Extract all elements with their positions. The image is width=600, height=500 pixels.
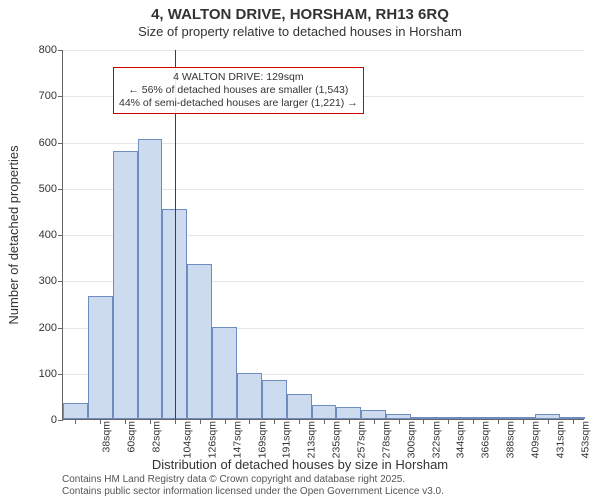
x-tick-label: 388sqm (505, 421, 517, 458)
x-axis-label: Distribution of detached houses by size … (0, 457, 600, 472)
x-tick-mark (324, 419, 325, 424)
chart-subtitle: Size of property relative to detached ho… (0, 24, 600, 39)
x-tick-mark (274, 419, 275, 424)
annotation-line: 4 WALTON DRIVE: 129sqm (119, 71, 358, 84)
y-tick-mark (58, 420, 63, 421)
x-tick-label: 300sqm (405, 421, 417, 458)
x-tick-label: 147sqm (231, 421, 243, 458)
histogram-bar (187, 264, 212, 419)
x-tick-label: 453sqm (579, 421, 591, 458)
y-tick-label: 100 (39, 368, 57, 380)
x-tick-mark (200, 419, 201, 424)
x-tick-mark (399, 419, 400, 424)
x-tick-mark (473, 419, 474, 424)
x-tick-label: 191sqm (281, 421, 293, 458)
y-tick-mark (58, 328, 63, 329)
y-tick-label: 300 (39, 275, 57, 287)
x-tick-label: 257sqm (355, 421, 367, 458)
y-tick-mark (58, 143, 63, 144)
x-tick-label: 126sqm (206, 421, 218, 458)
x-tick-mark (299, 419, 300, 424)
y-tick-label: 600 (39, 137, 57, 149)
histogram-bar (287, 394, 312, 419)
x-tick-mark (175, 419, 176, 424)
y-tick-mark (58, 281, 63, 282)
y-tick-label: 500 (39, 183, 57, 195)
y-tick-mark (58, 96, 63, 97)
histogram-bar (138, 139, 163, 419)
y-tick-mark (58, 189, 63, 190)
y-tick-label: 700 (39, 90, 57, 102)
y-tick-label: 0 (51, 414, 57, 426)
histogram-bar (63, 403, 88, 419)
y-tick-mark (58, 50, 63, 51)
x-tick-mark (548, 419, 549, 424)
footer-line-1: Contains HM Land Registry data © Crown c… (62, 474, 444, 486)
x-tick-mark (349, 419, 350, 424)
x-tick-label: 104sqm (181, 421, 193, 458)
x-tick-label: 431sqm (554, 421, 566, 458)
y-tick-label: 400 (39, 229, 57, 241)
x-tick-label: 82sqm (151, 421, 163, 453)
x-tick-label: 409sqm (529, 421, 541, 458)
x-tick-mark (423, 419, 424, 424)
histogram-bar (336, 407, 361, 419)
x-tick-label: 213sqm (306, 421, 318, 458)
histogram-bar (88, 296, 113, 419)
annotation-line: 44% of semi-detached houses are larger (… (119, 97, 358, 110)
y-axis-label: Number of detached properties (6, 50, 21, 420)
histogram-bar (361, 410, 386, 419)
y-tick-label: 800 (39, 44, 57, 56)
x-tick-label: 60sqm (126, 421, 138, 453)
x-tick-label: 38sqm (101, 421, 113, 453)
annotation-line: ← 56% of detached houses are smaller (1,… (119, 84, 358, 97)
x-tick-mark (249, 419, 250, 424)
y-tick-mark (58, 374, 63, 375)
chart-title: 4, WALTON DRIVE, HORSHAM, RH13 6RQ (0, 6, 600, 23)
x-tick-label: 235sqm (331, 421, 343, 458)
chart-footer: Contains HM Land Registry data © Crown c… (62, 474, 444, 498)
histogram-bar (237, 373, 262, 419)
x-tick-mark (150, 419, 151, 424)
x-tick-mark (498, 419, 499, 424)
x-tick-mark (523, 419, 524, 424)
x-tick-label: 322sqm (430, 421, 442, 458)
annotation-box: 4 WALTON DRIVE: 129sqm← 56% of detached … (113, 67, 364, 114)
y-tick-mark (58, 235, 63, 236)
x-tick-mark (448, 419, 449, 424)
histogram-bar (212, 327, 237, 420)
x-tick-mark (75, 419, 76, 424)
footer-line-2: Contains public sector information licen… (62, 486, 444, 498)
x-tick-mark (125, 419, 126, 424)
histogram-bar (262, 380, 287, 419)
x-tick-mark (100, 419, 101, 424)
x-tick-mark (573, 419, 574, 424)
x-tick-label: 278sqm (380, 421, 392, 458)
x-tick-mark (374, 419, 375, 424)
histogram-bar (113, 151, 138, 419)
x-tick-mark (225, 419, 226, 424)
plot-area: 010020030040050060070080038sqm60sqm82sqm… (62, 50, 584, 420)
x-tick-label: 366sqm (480, 421, 492, 458)
x-tick-label: 169sqm (256, 421, 268, 458)
histogram-bar (312, 405, 337, 419)
y-tick-label: 200 (39, 322, 57, 334)
gridline (63, 50, 584, 51)
x-tick-label: 344sqm (455, 421, 467, 458)
